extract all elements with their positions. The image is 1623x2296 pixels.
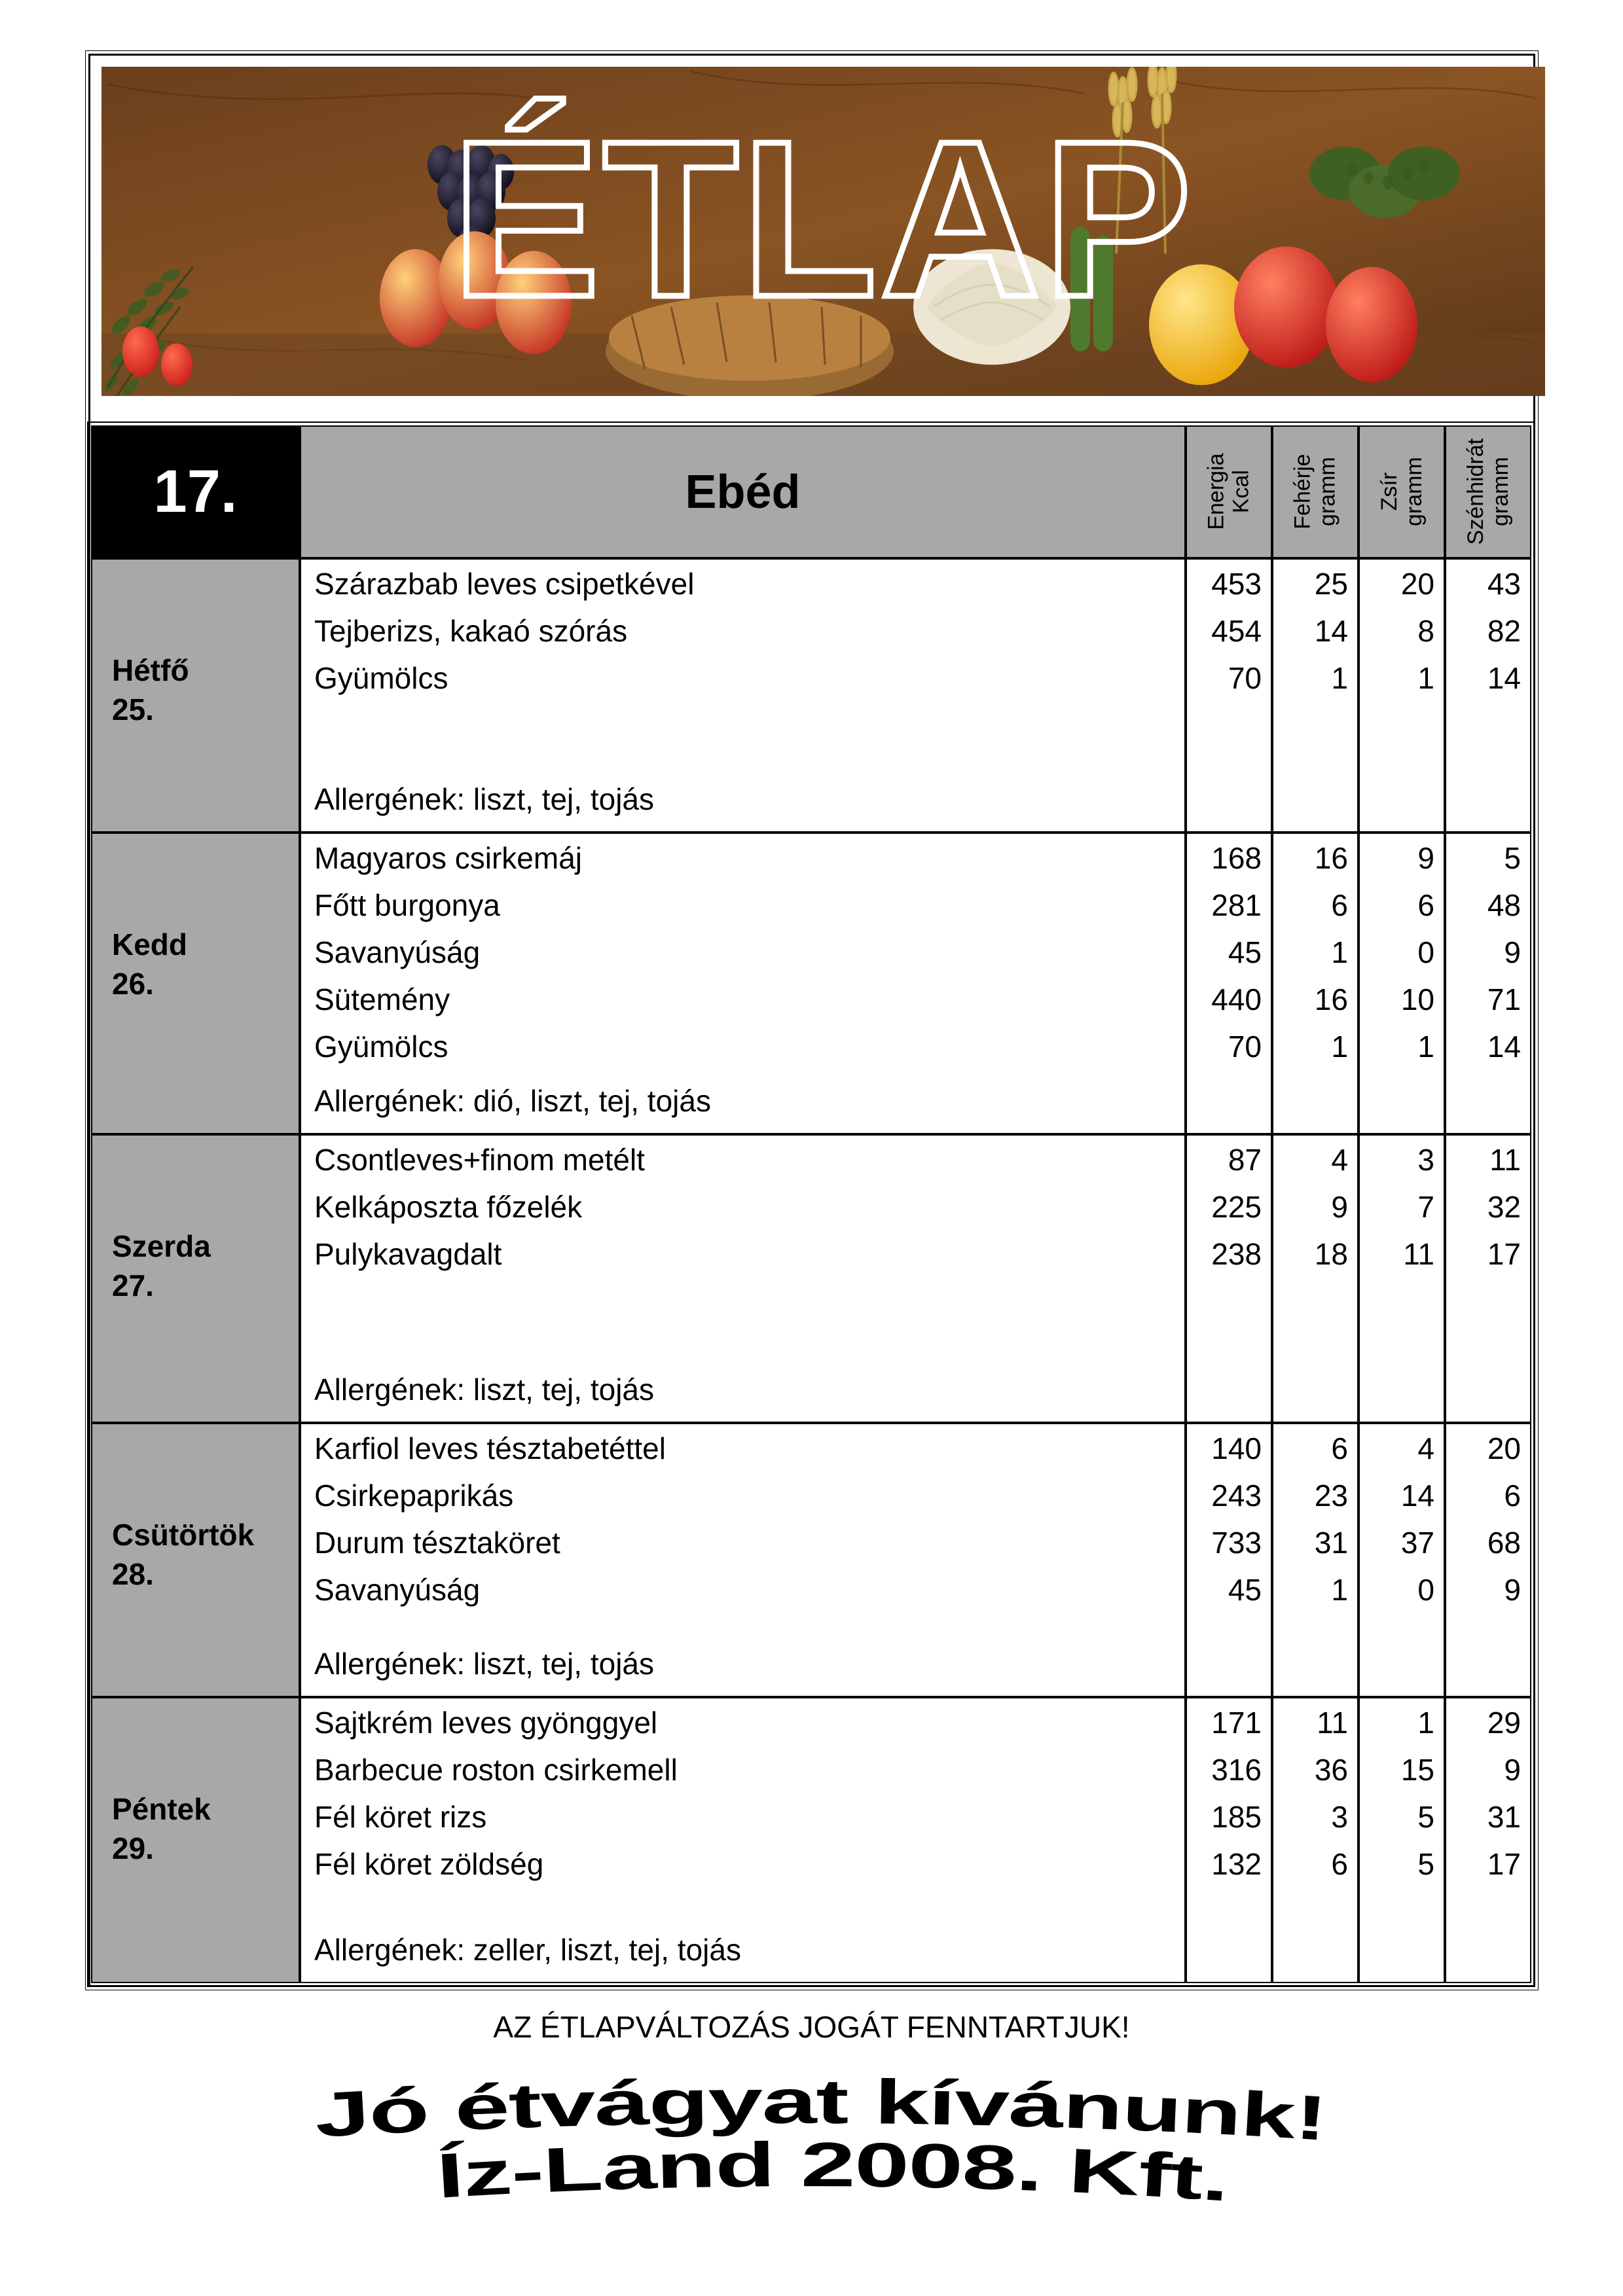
- svg-text:ÉTLAP: ÉTLAP: [452, 95, 1194, 344]
- svg-text:Íz-Land 2008. Kft.: Íz-Land 2008. Kft.: [435, 2130, 1231, 2215]
